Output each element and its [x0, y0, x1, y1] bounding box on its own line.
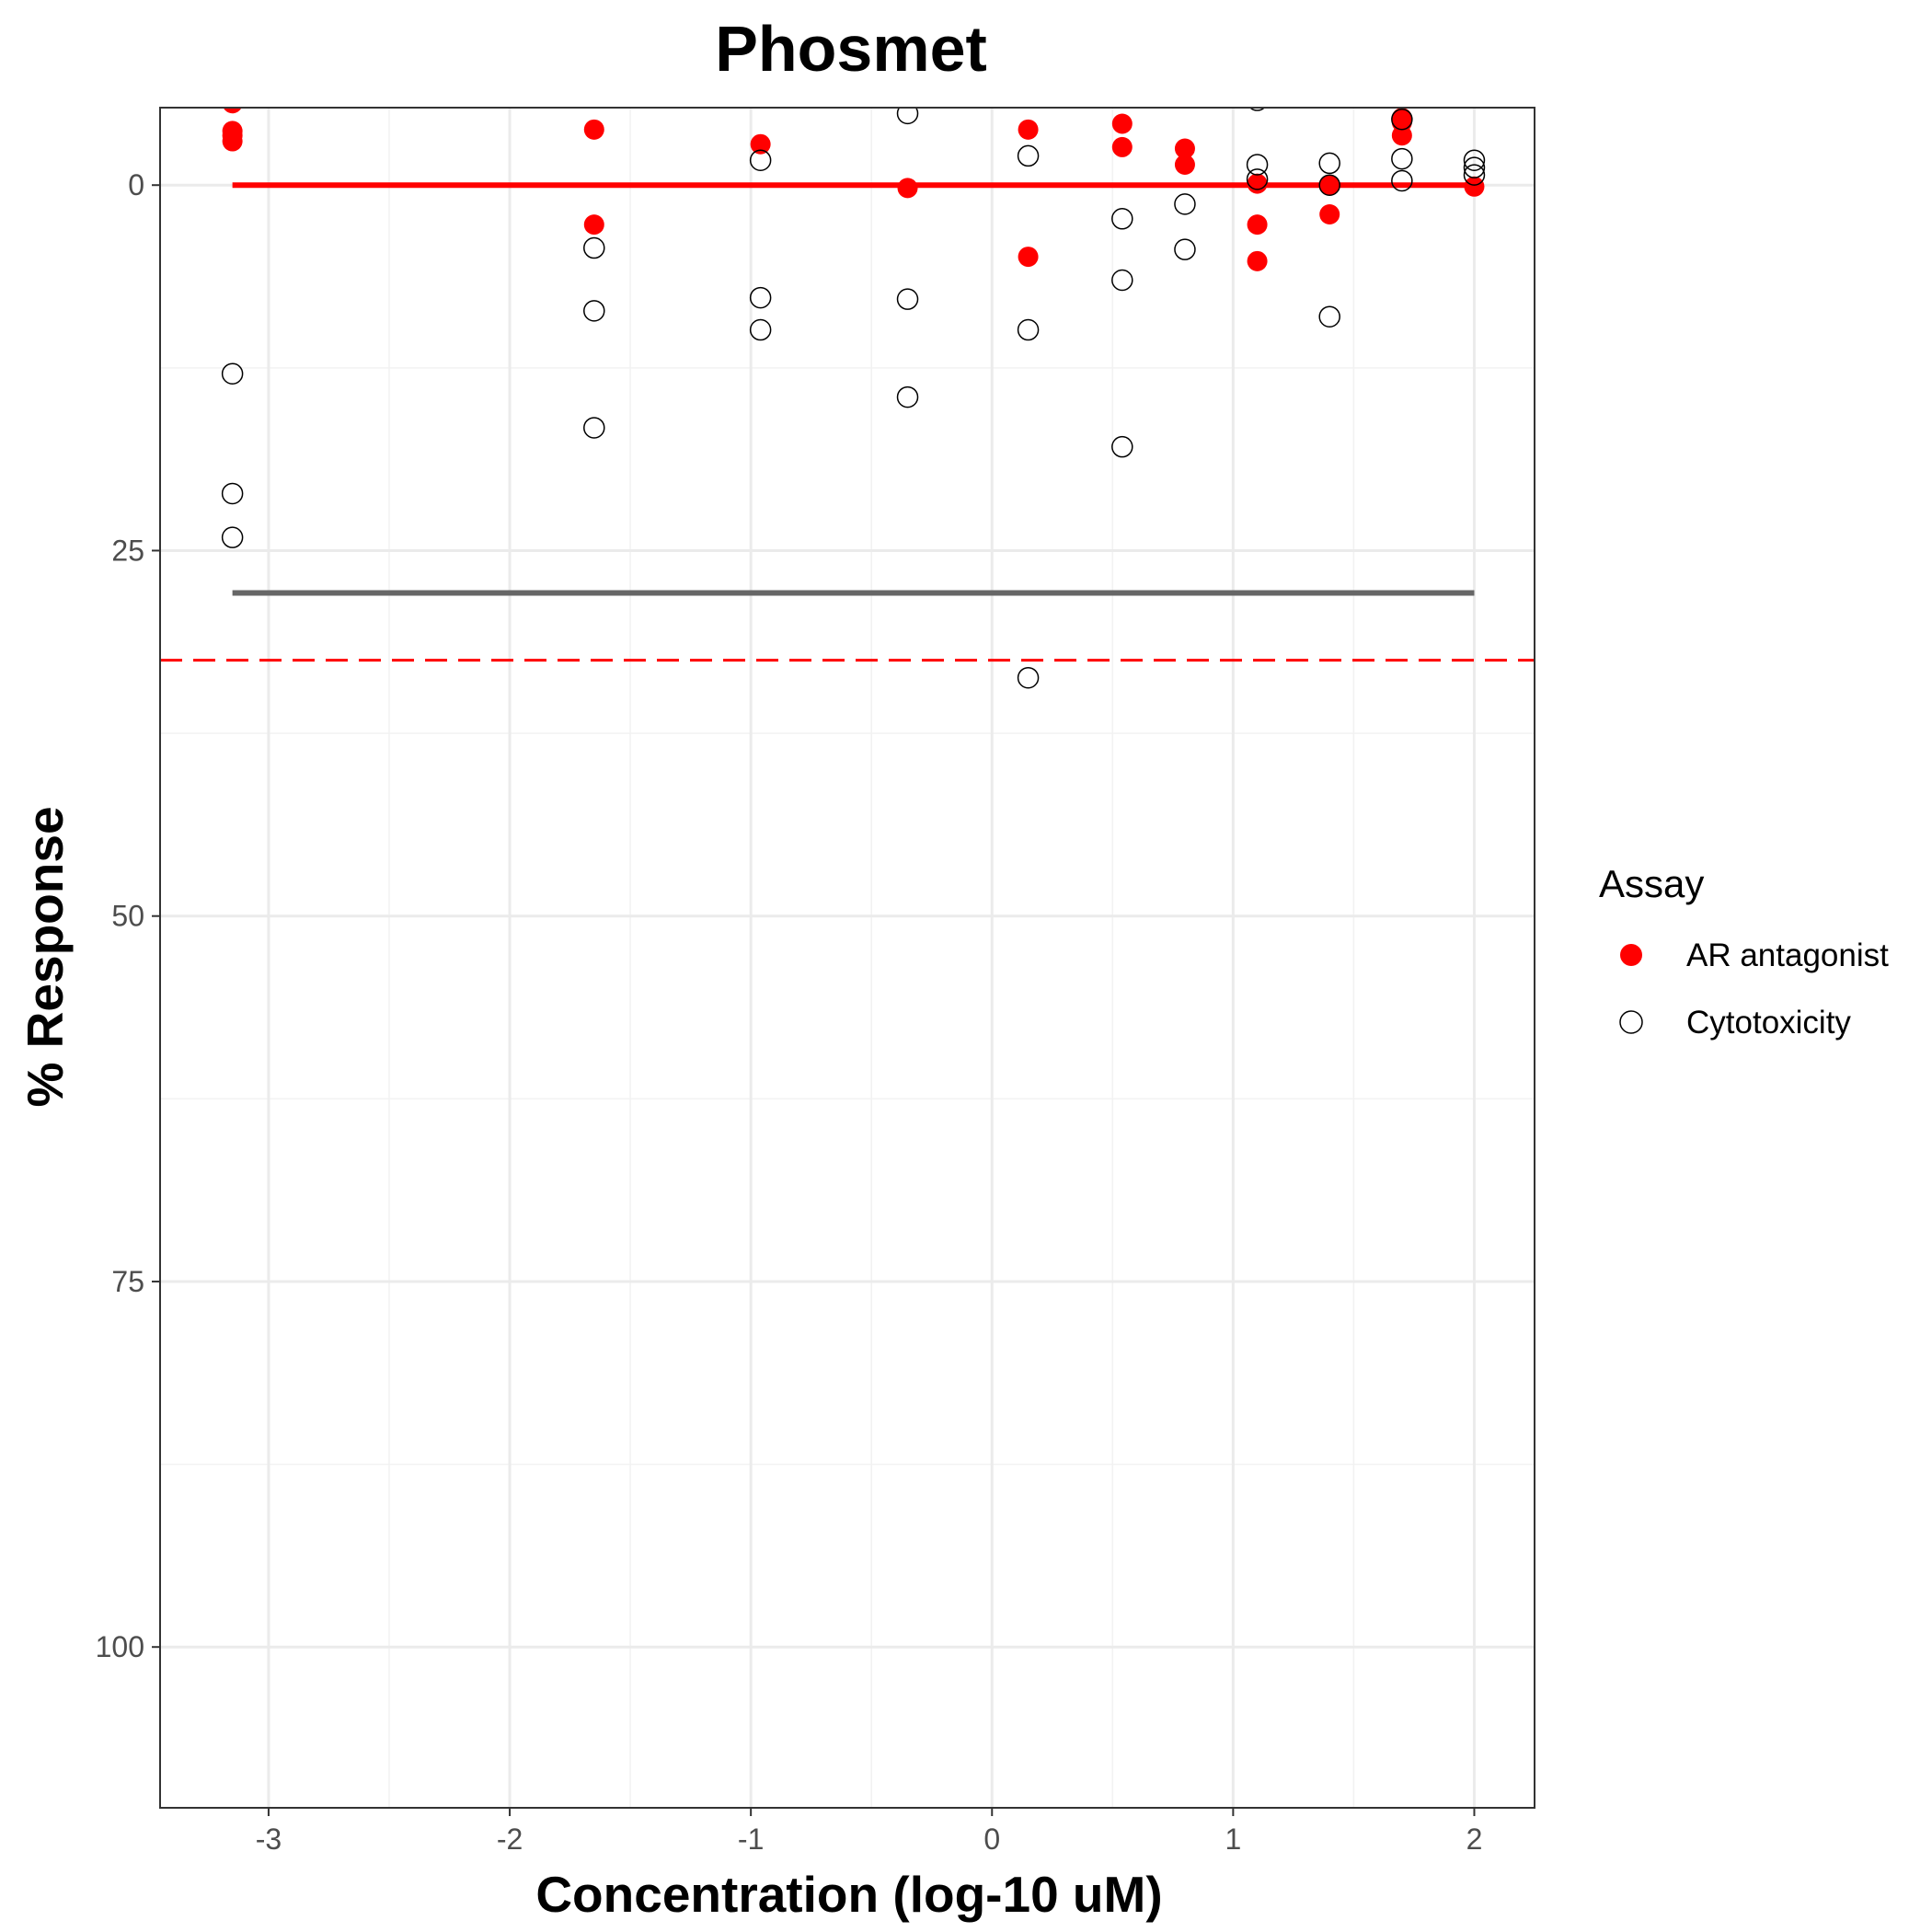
ar-antagonist-point — [1247, 214, 1268, 236]
cytotoxicity-point — [749, 149, 772, 171]
cytotoxicity-point — [1017, 318, 1040, 341]
cytotoxicity-point — [1017, 144, 1040, 167]
grid-lines — [160, 108, 1535, 1808]
ar-antagonist-point — [1111, 113, 1133, 134]
ar-antagonist-point — [1174, 138, 1195, 159]
x-tick-label: -2 — [497, 1823, 523, 1856]
chart-title: Phosmet — [715, 13, 987, 85]
plot-panel — [159, 107, 1535, 1809]
y-tick-label: 25 — [111, 534, 144, 567]
cytotoxicity-point — [221, 482, 244, 505]
cytotoxicity-point — [583, 300, 605, 322]
data-points — [221, 108, 1486, 689]
ar-antagonist-point — [583, 119, 604, 140]
legend-key-ar-antagonist — [1620, 944, 1642, 966]
ar-antagonist-point — [1319, 175, 1340, 196]
cytotoxicity-point — [583, 236, 605, 259]
cytotoxicity-point — [583, 417, 605, 439]
cytotoxicity-point — [1391, 147, 1413, 170]
y-tick-label: 75 — [111, 1265, 144, 1298]
cytotoxicity-point — [1174, 193, 1196, 215]
x-tick-label: -3 — [256, 1823, 282, 1856]
reference-lines — [160, 182, 1535, 662]
y-tick-label: 50 — [111, 900, 144, 933]
cytotoxicity-point — [1318, 152, 1340, 175]
cytotoxicity-point — [1463, 149, 1486, 171]
x-tick-label: 0 — [983, 1823, 1000, 1856]
legend-title: Assay — [1599, 862, 1704, 905]
cytotoxicity-point — [221, 362, 244, 385]
ar-antagonist-point — [1247, 173, 1268, 194]
panel-background — [160, 108, 1535, 1808]
y-tick-label: 0 — [128, 168, 144, 201]
cytotoxicity-point — [749, 318, 772, 341]
ar-antagonist-point — [1391, 125, 1412, 146]
cytotoxicity-point — [1318, 305, 1340, 328]
ar-antagonist-point — [1174, 154, 1195, 175]
cytotoxicity-point — [1391, 108, 1413, 131]
cytotoxicity-point — [1246, 154, 1269, 176]
cytotoxicity-point — [1174, 238, 1196, 260]
y-axis-title: % Response — [17, 806, 74, 1107]
cytotoxicity-point — [1318, 174, 1340, 196]
x-tick-label: -1 — [738, 1823, 764, 1856]
cytotoxicity-point — [896, 385, 919, 408]
ar-antagonist-point — [1247, 250, 1268, 271]
ar-antagonist-point — [1464, 176, 1485, 197]
x-tick-label: 1 — [1225, 1823, 1241, 1856]
cytotoxicity-point — [749, 286, 772, 309]
ar-antagonist-point — [1018, 247, 1039, 268]
cytotoxicity-point — [1463, 164, 1486, 186]
ar-antagonist-point — [223, 108, 242, 114]
cytotoxicity-point — [221, 526, 244, 548]
legend: Assay AR antagonist Cytotoxicity — [1599, 862, 1889, 1041]
cytotoxicity-point — [896, 288, 919, 310]
x-tick-label: 2 — [1466, 1823, 1483, 1856]
y-axis: 0 25 50 75 100 — [96, 168, 160, 1663]
legend-label-cytotoxicity: Cytotoxicity — [1686, 1005, 1851, 1041]
y-tick-label: 100 — [96, 1630, 144, 1663]
ar-antagonist-point — [1111, 136, 1133, 157]
cytotoxicity-point — [1391, 169, 1413, 192]
x-axis-title: Concentration (log-10 uM) — [535, 1866, 1162, 1923]
cytotoxicity-point — [1017, 666, 1040, 689]
legend-key-cytotoxicity — [1619, 1010, 1643, 1034]
cytotoxicity-point — [1111, 435, 1133, 458]
ar-antagonist-point — [222, 131, 243, 152]
ar-antagonist-point — [1319, 203, 1340, 224]
cytotoxicity-point — [1111, 269, 1133, 292]
ar-antagonist-point — [583, 214, 604, 236]
ar-antagonist-point — [897, 178, 918, 199]
ar-antagonist-point — [1018, 119, 1039, 140]
cytotoxicity-point — [1463, 156, 1486, 178]
cytotoxicity-point — [896, 108, 919, 125]
panel-border — [159, 107, 1535, 1809]
legend-entries: AR antagonist Cytotoxicity — [1619, 937, 1889, 1041]
x-axis: -3 -2 -1 0 1 2 — [256, 1808, 1483, 1856]
ar-antagonist-point — [750, 133, 771, 155]
legend-label-ar-antagonist: AR antagonist — [1686, 937, 1889, 973]
cytotoxicity-point — [1248, 108, 1266, 111]
cytotoxicity-point — [1246, 168, 1269, 190]
cytotoxicity-point — [1111, 208, 1133, 230]
